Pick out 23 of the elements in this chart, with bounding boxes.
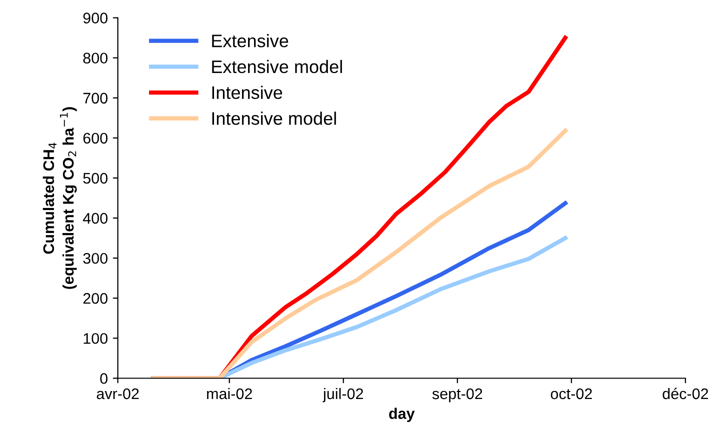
x-tick-label: mai-02 <box>207 388 252 400</box>
y-axis-title: Cumulated CH$_{4}$ (equivalent Kg CO$_{2}$ ha$^{−1}$) <box>42 107 77 289</box>
y-tick-label: 400 <box>82 212 108 224</box>
y-tick-label: 500 <box>83 172 108 184</box>
y-tick-label: 700 <box>83 92 108 104</box>
legend-label: Intensive model <box>212 112 336 125</box>
legend-label: Extensive model <box>212 60 342 74</box>
line-series <box>151 128 568 378</box>
y-tick-label: 800 <box>83 52 108 64</box>
x-tick-label: oct-02 <box>550 388 592 400</box>
legend-label: Extensive <box>212 34 288 48</box>
x-tick-label: avr-02 <box>96 388 139 400</box>
x-axis-title: day <box>389 408 415 422</box>
y-tick-label: 200 <box>83 293 108 304</box>
legend-label: Intensive <box>212 86 282 100</box>
y-tick-label: 100 <box>84 333 108 344</box>
y-tick-label: 0 <box>100 373 108 384</box>
x-tick-label: déc-02 <box>662 388 708 400</box>
x-tick-label: sept-02 <box>432 388 482 402</box>
y-tick-label: 300 <box>83 252 108 264</box>
y-tick-label: 600 <box>83 132 108 144</box>
y-tick-label: 900 <box>83 12 108 24</box>
x-tick-label: juil-02 <box>322 388 364 402</box>
